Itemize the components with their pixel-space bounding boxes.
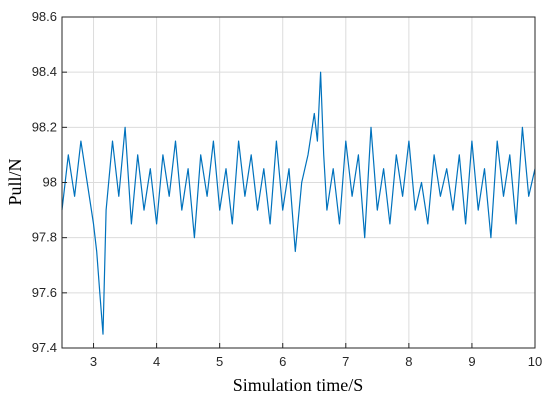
series-line — [61, 71, 536, 335]
series-layer — [61, 71, 536, 335]
y-tick-label: 98.4 — [32, 64, 57, 79]
y-tick-label: 98 — [43, 175, 57, 190]
x-tick-label: 7 — [342, 354, 349, 369]
x-tick-label: 9 — [468, 354, 475, 369]
y-tick-label: 98.6 — [32, 9, 57, 24]
x-tick-label: 6 — [279, 354, 286, 369]
y-tick-label: 97.8 — [32, 230, 57, 245]
y-tick-label: 97.4 — [32, 340, 57, 355]
x-tick-label: 5 — [216, 354, 223, 369]
x-tick-label: 3 — [90, 354, 97, 369]
y-axis: 97.4 97.6 97.8 98 98.2 98.4 98.6 — [32, 9, 67, 355]
x-tick-label: 4 — [153, 354, 160, 369]
y-axis-title: Pull/N — [5, 158, 25, 205]
x-axis: 3 4 5 6 7 8 9 10 — [90, 343, 542, 369]
x-tick-label: 10 — [528, 354, 542, 369]
y-tick-label: 98.2 — [32, 119, 57, 134]
y-tick-label: 97.6 — [32, 285, 57, 300]
x-tick-label: 8 — [405, 354, 412, 369]
x-axis-title: Simulation time/S — [233, 375, 364, 395]
